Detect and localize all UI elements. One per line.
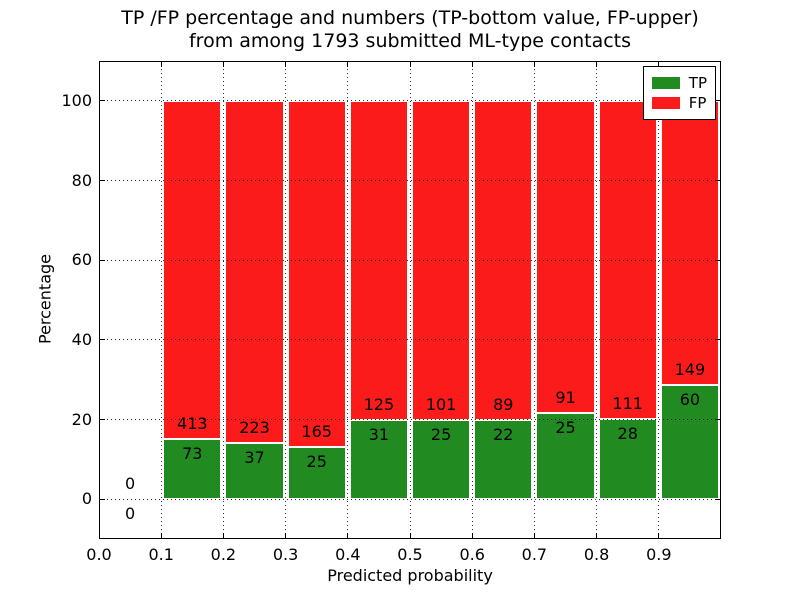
bar-tp-segment-9 [660,384,719,500]
xtick-label-0.2: 0.2 [210,545,237,564]
ytick-label-40: 40 [71,329,92,349]
x-axis-label: Predicted probability [327,566,493,585]
fp-count-annotation-1: 413 [177,414,208,434]
ytick-label-80: 80 [71,170,92,190]
xtick-label-0.3: 0.3 [272,545,299,564]
ytick-label-100: 100 [61,90,92,110]
legend: TP FP [642,66,716,120]
bar-tp-segment-7 [536,413,595,500]
chart-title-line1: TP /FP percentage and numbers (TP-bottom… [121,7,699,29]
fp-count-annotation-5: 101 [425,395,457,415]
fp-count-annotation-9: 149 [674,359,706,379]
tp-count-annotation-7: 25 [555,418,576,438]
fp-count-annotation-2: 223 [239,417,270,437]
tp-count-annotation-8: 28 [617,424,638,444]
fp-count-annotation-3: 165 [301,421,332,441]
tp-count-annotation-5: 25 [430,425,452,445]
bar-fp-segment-7 [536,100,595,414]
legend-swatch-fp [651,97,680,109]
xtick-label-0.0: 0.0 [86,545,112,564]
xtick-label-0.8: 0.8 [583,545,610,564]
xtick-label-0.7: 0.7 [521,545,548,564]
tp-count-annotation-9: 60 [679,389,701,409]
tp-count-annotation-3: 25 [306,451,327,471]
annotations-layer: 0 0 413 73 223 37 165 25 125 31 101 25 89 22 91 25 111 28… [99,61,721,539]
fp-count-annotation-6: 89 [493,395,514,415]
bar-tp-segment-8 [598,419,657,500]
bar-fp-segment-3 [287,100,346,447]
fp-count-annotation-7: 91 [555,388,576,408]
bars-layer [99,61,721,539]
bar-fp-segment-9 [660,100,719,385]
legend-swatch-tp [651,77,680,89]
bar-fp-segment-2 [225,100,284,443]
ytick-label-60: 60 [71,250,92,270]
legend-entry-tp: TP [651,74,707,92]
tp-count-annotation-6: 22 [493,425,514,445]
legend-label-fp: FP [688,94,707,112]
bar-tp-segment-1 [163,439,222,500]
chart-title-line2: from among 1793 submitted ML-type contac… [188,30,632,52]
bar-tp-segment-6 [474,420,533,500]
xtick-label-0.4: 0.4 [335,545,361,564]
tp-count-annotation-1: 73 [182,444,203,464]
fp-count-annotation-4: 125 [363,394,395,414]
legend-label-tp: TP [688,74,707,92]
fp-count-annotation-0: 0 [125,474,136,494]
xtick-label-0.9: 0.9 [646,545,672,564]
tp-count-annotation-4: 31 [368,424,390,444]
bar-tp-segment-4 [349,419,408,500]
xtick-label-0.6: 0.6 [459,545,485,564]
tp-count-annotation-2: 37 [244,447,265,467]
legend-entry-fp: FP [651,94,707,112]
xtick-label-0.5: 0.5 [397,545,423,564]
bar-tp-segment-5 [412,420,471,500]
tp-count-annotation-0: 0 [125,504,136,524]
plot-area: 0 0 413 73 223 37 165 25 125 31 101 25 89 22 91 25 111 28… [98,61,721,539]
ytick-label-20: 20 [71,409,92,429]
xtick-label-0.1: 0.1 [148,545,174,564]
ytick-label-0: 0 [81,489,92,509]
bar-fp-segment-1 [163,100,222,440]
fp-count-annotation-8: 111 [612,394,643,414]
chart-title: TP /FP percentage and numbers (TP-bottom… [99,7,721,53]
